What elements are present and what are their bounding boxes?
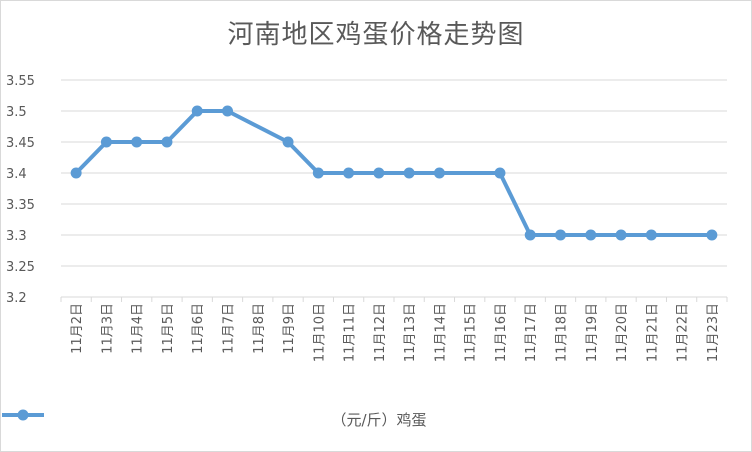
data-point (312, 167, 324, 179)
y-tick-label: 3.5 (6, 105, 27, 120)
data-point (494, 167, 506, 179)
x-tick-label: 11月18日 (555, 303, 570, 362)
x-tick-label: 11月14日 (433, 303, 448, 362)
x-tick-label: 11月19日 (585, 303, 600, 362)
x-tick-label: 11月2日 (70, 303, 85, 354)
data-point (100, 136, 112, 148)
data-point (615, 229, 627, 241)
x-tick-label: 11月6日 (191, 303, 206, 354)
x-tick-label: 11月20日 (615, 303, 630, 362)
y-tick-label: 3.45 (6, 136, 35, 151)
x-tick-label: 11月4日 (131, 303, 146, 354)
x-tick-label: 11月8日 (252, 303, 267, 354)
x-tick-label: 11月16日 (494, 303, 509, 362)
y-tick-label: 3.35 (6, 198, 35, 213)
data-point (161, 136, 173, 148)
data-point (645, 229, 657, 241)
y-tick-label: 3.4 (6, 167, 27, 182)
x-tick-label: 11月9日 (282, 303, 297, 354)
x-tick-label: 11月11日 (343, 303, 358, 362)
x-tick-label: 11月15日 (464, 303, 479, 362)
x-tick-label: 11月23日 (706, 303, 721, 362)
x-tick-label: 11月3日 (100, 303, 115, 354)
legend: （元/斤）鸡蛋 (0, 407, 752, 431)
y-tick-label: 3.25 (6, 260, 35, 275)
x-tick-label: 11月21日 (645, 303, 660, 362)
y-tick-label: 3.3 (6, 229, 27, 244)
x-tick-label: 11月13日 (403, 303, 418, 362)
data-point (373, 167, 385, 179)
data-point (403, 167, 415, 179)
data-point (222, 105, 233, 117)
data-point (131, 136, 143, 148)
data-point (585, 229, 597, 241)
x-tick-label: 11月12日 (373, 303, 388, 362)
legend-swatch (2, 409, 44, 421)
data-point (191, 105, 203, 117)
x-tick-label: 11月10日 (312, 303, 327, 362)
y-tick-label: 3.55 (6, 74, 35, 89)
data-point (706, 229, 718, 241)
chart-title: 河南地区鸡蛋价格走势图 (227, 20, 525, 50)
x-tick-label: 11月22日 (676, 303, 691, 362)
y-tick-label: 3.2 (6, 291, 27, 306)
legend-label: （元/斤）鸡蛋 (331, 410, 427, 429)
data-point (433, 167, 445, 179)
data-point (343, 167, 355, 179)
x-tick-label: 11月5日 (161, 303, 176, 354)
data-point (70, 167, 82, 179)
x-tick-label: 11月7日 (222, 303, 237, 354)
data-point (524, 229, 536, 241)
data-point (555, 229, 566, 241)
x-tick-label: 11月17日 (524, 303, 539, 362)
data-point (282, 136, 294, 148)
